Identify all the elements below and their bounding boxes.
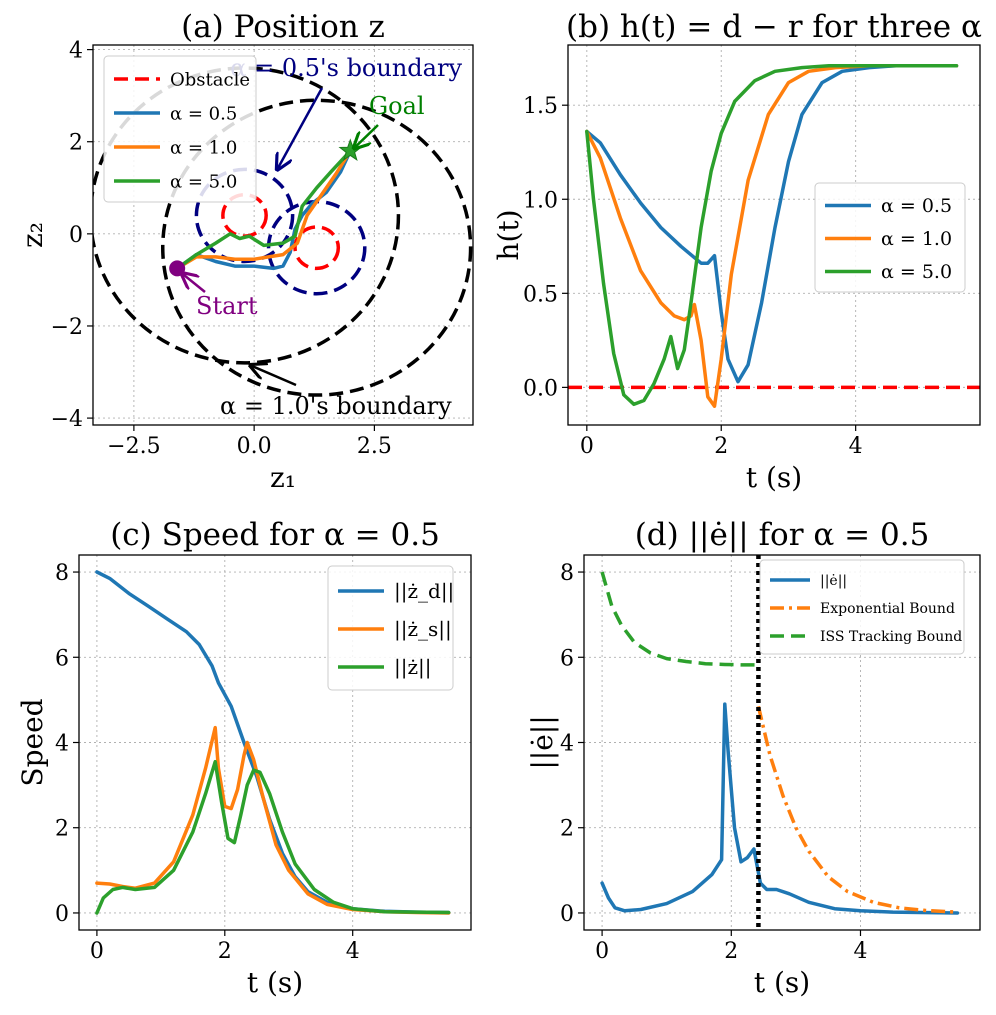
x-tick-label: 0 — [580, 434, 594, 459]
boundary-05-arrow — [278, 87, 324, 168]
goal-arrow — [355, 124, 379, 147]
panel-a: Start Goal α = 0.5's boundary α = 1.0's bou… — [16, 9, 474, 494]
legend-entry-label: Obstacle — [170, 69, 250, 90]
start-arrow — [183, 274, 206, 293]
legend-box — [759, 559, 965, 655]
legend-entry-label: ||ż|| — [394, 655, 432, 680]
boundary-circle — [160, 98, 473, 397]
y-tick-label: 0 — [69, 223, 83, 248]
series-line — [175, 149, 353, 271]
y-tick-label: −4 — [51, 407, 83, 432]
y-axis-label: z₂ — [16, 222, 49, 248]
axes-frame — [567, 44, 981, 426]
chart-title: (d) ||ė|| for α = 0.5 — [635, 517, 930, 553]
series-line — [585, 63, 959, 384]
x-tick-label: 2.5 — [357, 434, 392, 459]
y-tick-label: 4 — [560, 732, 574, 757]
y-axis-label: h(t) — [492, 209, 525, 260]
legend-entry-label: α = 1.0 — [881, 228, 952, 250]
legend-entry-label: ||ż_s|| — [394, 617, 452, 642]
y-tick-label: 4 — [69, 39, 83, 64]
legend-entry-label: α = 1.0 — [170, 137, 237, 158]
x-tick-label: 4 — [853, 939, 867, 964]
obstacle-circle — [293, 225, 341, 271]
legend: Obstacle α = 0.5 α = 1.0 α = 5.0 — [103, 55, 257, 203]
y-axis-label: Speed — [16, 698, 49, 786]
x-axis-label: t (s) — [247, 966, 303, 999]
boundary-10-arrow — [252, 366, 297, 387]
boundary-10-label: α = 1.0's boundary — [220, 392, 452, 420]
series-line — [585, 63, 959, 407]
x-tick-label: 2 — [714, 434, 728, 459]
y-tick-label: 0.0 — [523, 376, 558, 401]
chart-title: (b) h(t) = d − r for three α — [566, 9, 982, 45]
start-marker — [169, 260, 186, 277]
chart-title: (c) Speed for α = 0.5 — [110, 517, 440, 553]
legend-entry-label: ||ż_d|| — [394, 579, 454, 604]
y-tick-label: 6 — [560, 646, 574, 671]
axes-frame — [92, 44, 474, 426]
goal-label: Goal — [369, 92, 425, 120]
y-tick-label: 2 — [55, 817, 69, 842]
series-line — [95, 725, 451, 915]
boundary-circle — [266, 199, 367, 296]
legend-entry-label: α = 5.0 — [881, 261, 952, 283]
y-tick-label: 6 — [55, 646, 69, 671]
legend: ||ż_d|| ||ż_s|| ||ż|| — [327, 565, 454, 691]
y-tick-label: 2 — [560, 817, 574, 842]
legend-box — [327, 565, 454, 691]
chart-title: (a) Position z — [181, 9, 385, 45]
x-tick-label: 0 — [90, 939, 104, 964]
series-line — [600, 702, 960, 915]
x-tick-label: 4 — [849, 434, 863, 459]
series-line — [175, 149, 353, 271]
y-tick-label: 0 — [560, 902, 574, 927]
plot-area-d — [600, 555, 960, 930]
panel-b: 0 2 4 0.0 0.5 1.0 1.5 (b) h(t) = d − r for thre… — [492, 9, 982, 494]
legend-entry-label: α = 5.0 — [170, 171, 237, 192]
panel-c: 0 2 4 0 2 4 6 8 (c) Speed for α = 0.5 t (s) Speed |… — [16, 517, 472, 999]
x-axis-label: t (s) — [746, 461, 802, 494]
x-tick-label: 2 — [218, 939, 232, 964]
legend-box — [814, 182, 966, 293]
series-line — [175, 149, 353, 271]
x-axis-label: z₁ — [270, 461, 296, 494]
y-tick-label: 1.0 — [523, 188, 558, 213]
plot-area-c — [95, 570, 451, 915]
x-tick-label: 0.0 — [237, 434, 272, 459]
y-tick-label: 0 — [55, 902, 69, 927]
series-line — [585, 63, 959, 408]
y-tick-label: 2 — [69, 131, 83, 156]
x-axis-label: t (s) — [754, 966, 810, 999]
y-tick-label: 0.5 — [523, 282, 558, 307]
series-line — [95, 759, 451, 915]
y-tick-label: 1.5 — [523, 94, 558, 119]
x-tick-label: 0 — [595, 939, 609, 964]
y-tick-label: 8 — [55, 561, 69, 586]
start-label: Start — [196, 292, 258, 320]
legend-entry-label: Exponential Bound — [820, 601, 955, 617]
plot-area-b — [568, 63, 980, 408]
y-tick-label: −2 — [51, 315, 83, 340]
legend-entry-label: α = 0.5 — [170, 103, 237, 124]
series-line — [756, 705, 958, 914]
legend-box — [103, 55, 257, 203]
y-axis-label: ||ė|| — [526, 715, 559, 769]
boundary-circle — [93, 66, 401, 365]
y-tick-label: 8 — [560, 561, 574, 586]
boundary-05-label: α = 0.5's boundary — [230, 54, 462, 82]
legend-entry-label: ISS Tracking Bound — [820, 629, 962, 645]
x-tick-label: 2 — [724, 939, 738, 964]
y-tick-label: 4 — [55, 732, 69, 757]
series-line — [600, 571, 759, 667]
legend-entry-label: α = 0.5 — [881, 195, 952, 217]
legend-entry-label: ||ė|| — [820, 573, 847, 589]
x-tick-label: −2.5 — [107, 434, 160, 459]
legend: α = 0.5 α = 1.0 α = 5.0 — [814, 182, 966, 293]
plot-area-a — [93, 66, 473, 397]
x-tick-label: 4 — [346, 939, 360, 964]
legend: ||ė|| Exponential Bound ISS Tracking Bound — [759, 559, 965, 655]
